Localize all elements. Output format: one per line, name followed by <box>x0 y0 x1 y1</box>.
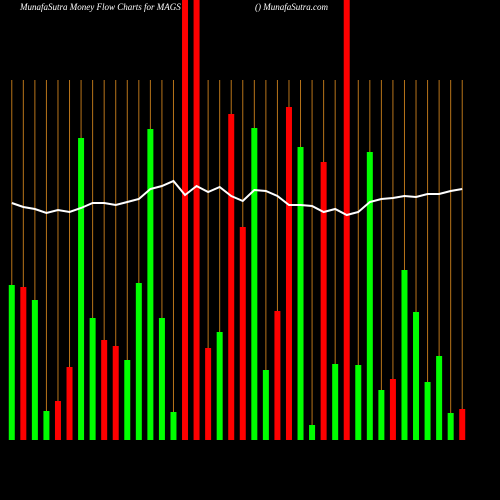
bar <box>332 364 339 440</box>
bar <box>447 413 454 440</box>
chart-title: MunafaSutra Money Flow Charts for MAGS <box>19 2 181 12</box>
bar <box>413 312 420 440</box>
chart-subtitle: () MunafaSutra.com <box>255 2 328 12</box>
bar <box>309 425 316 440</box>
bar <box>112 346 119 440</box>
bar <box>147 129 154 440</box>
bar <box>297 147 304 440</box>
bar <box>239 227 246 440</box>
bar <box>355 365 362 440</box>
bar <box>43 411 50 440</box>
bar <box>101 340 108 440</box>
bar <box>89 318 96 440</box>
bar <box>320 162 327 440</box>
bar <box>343 0 350 440</box>
bar <box>262 370 269 440</box>
bar <box>170 412 177 440</box>
bar <box>20 287 27 440</box>
bar <box>285 107 292 440</box>
trend-line <box>11 179 463 217</box>
bar <box>378 390 385 440</box>
bar <box>54 401 61 440</box>
bar <box>31 300 38 440</box>
bar <box>251 128 258 440</box>
bar <box>182 0 189 440</box>
bar <box>389 379 396 440</box>
bar <box>274 311 281 440</box>
bar <box>401 270 408 440</box>
bar <box>216 332 223 440</box>
bar <box>459 409 466 440</box>
bar <box>158 318 165 440</box>
bar <box>78 138 85 440</box>
plot <box>8 0 466 440</box>
bar <box>205 348 212 440</box>
bar <box>8 285 15 440</box>
bar <box>193 0 200 440</box>
bar <box>135 283 142 440</box>
bar <box>66 367 73 440</box>
bar <box>366 152 373 440</box>
bar <box>124 360 131 440</box>
bar <box>436 356 443 440</box>
bar <box>424 382 431 440</box>
bar <box>228 114 235 440</box>
